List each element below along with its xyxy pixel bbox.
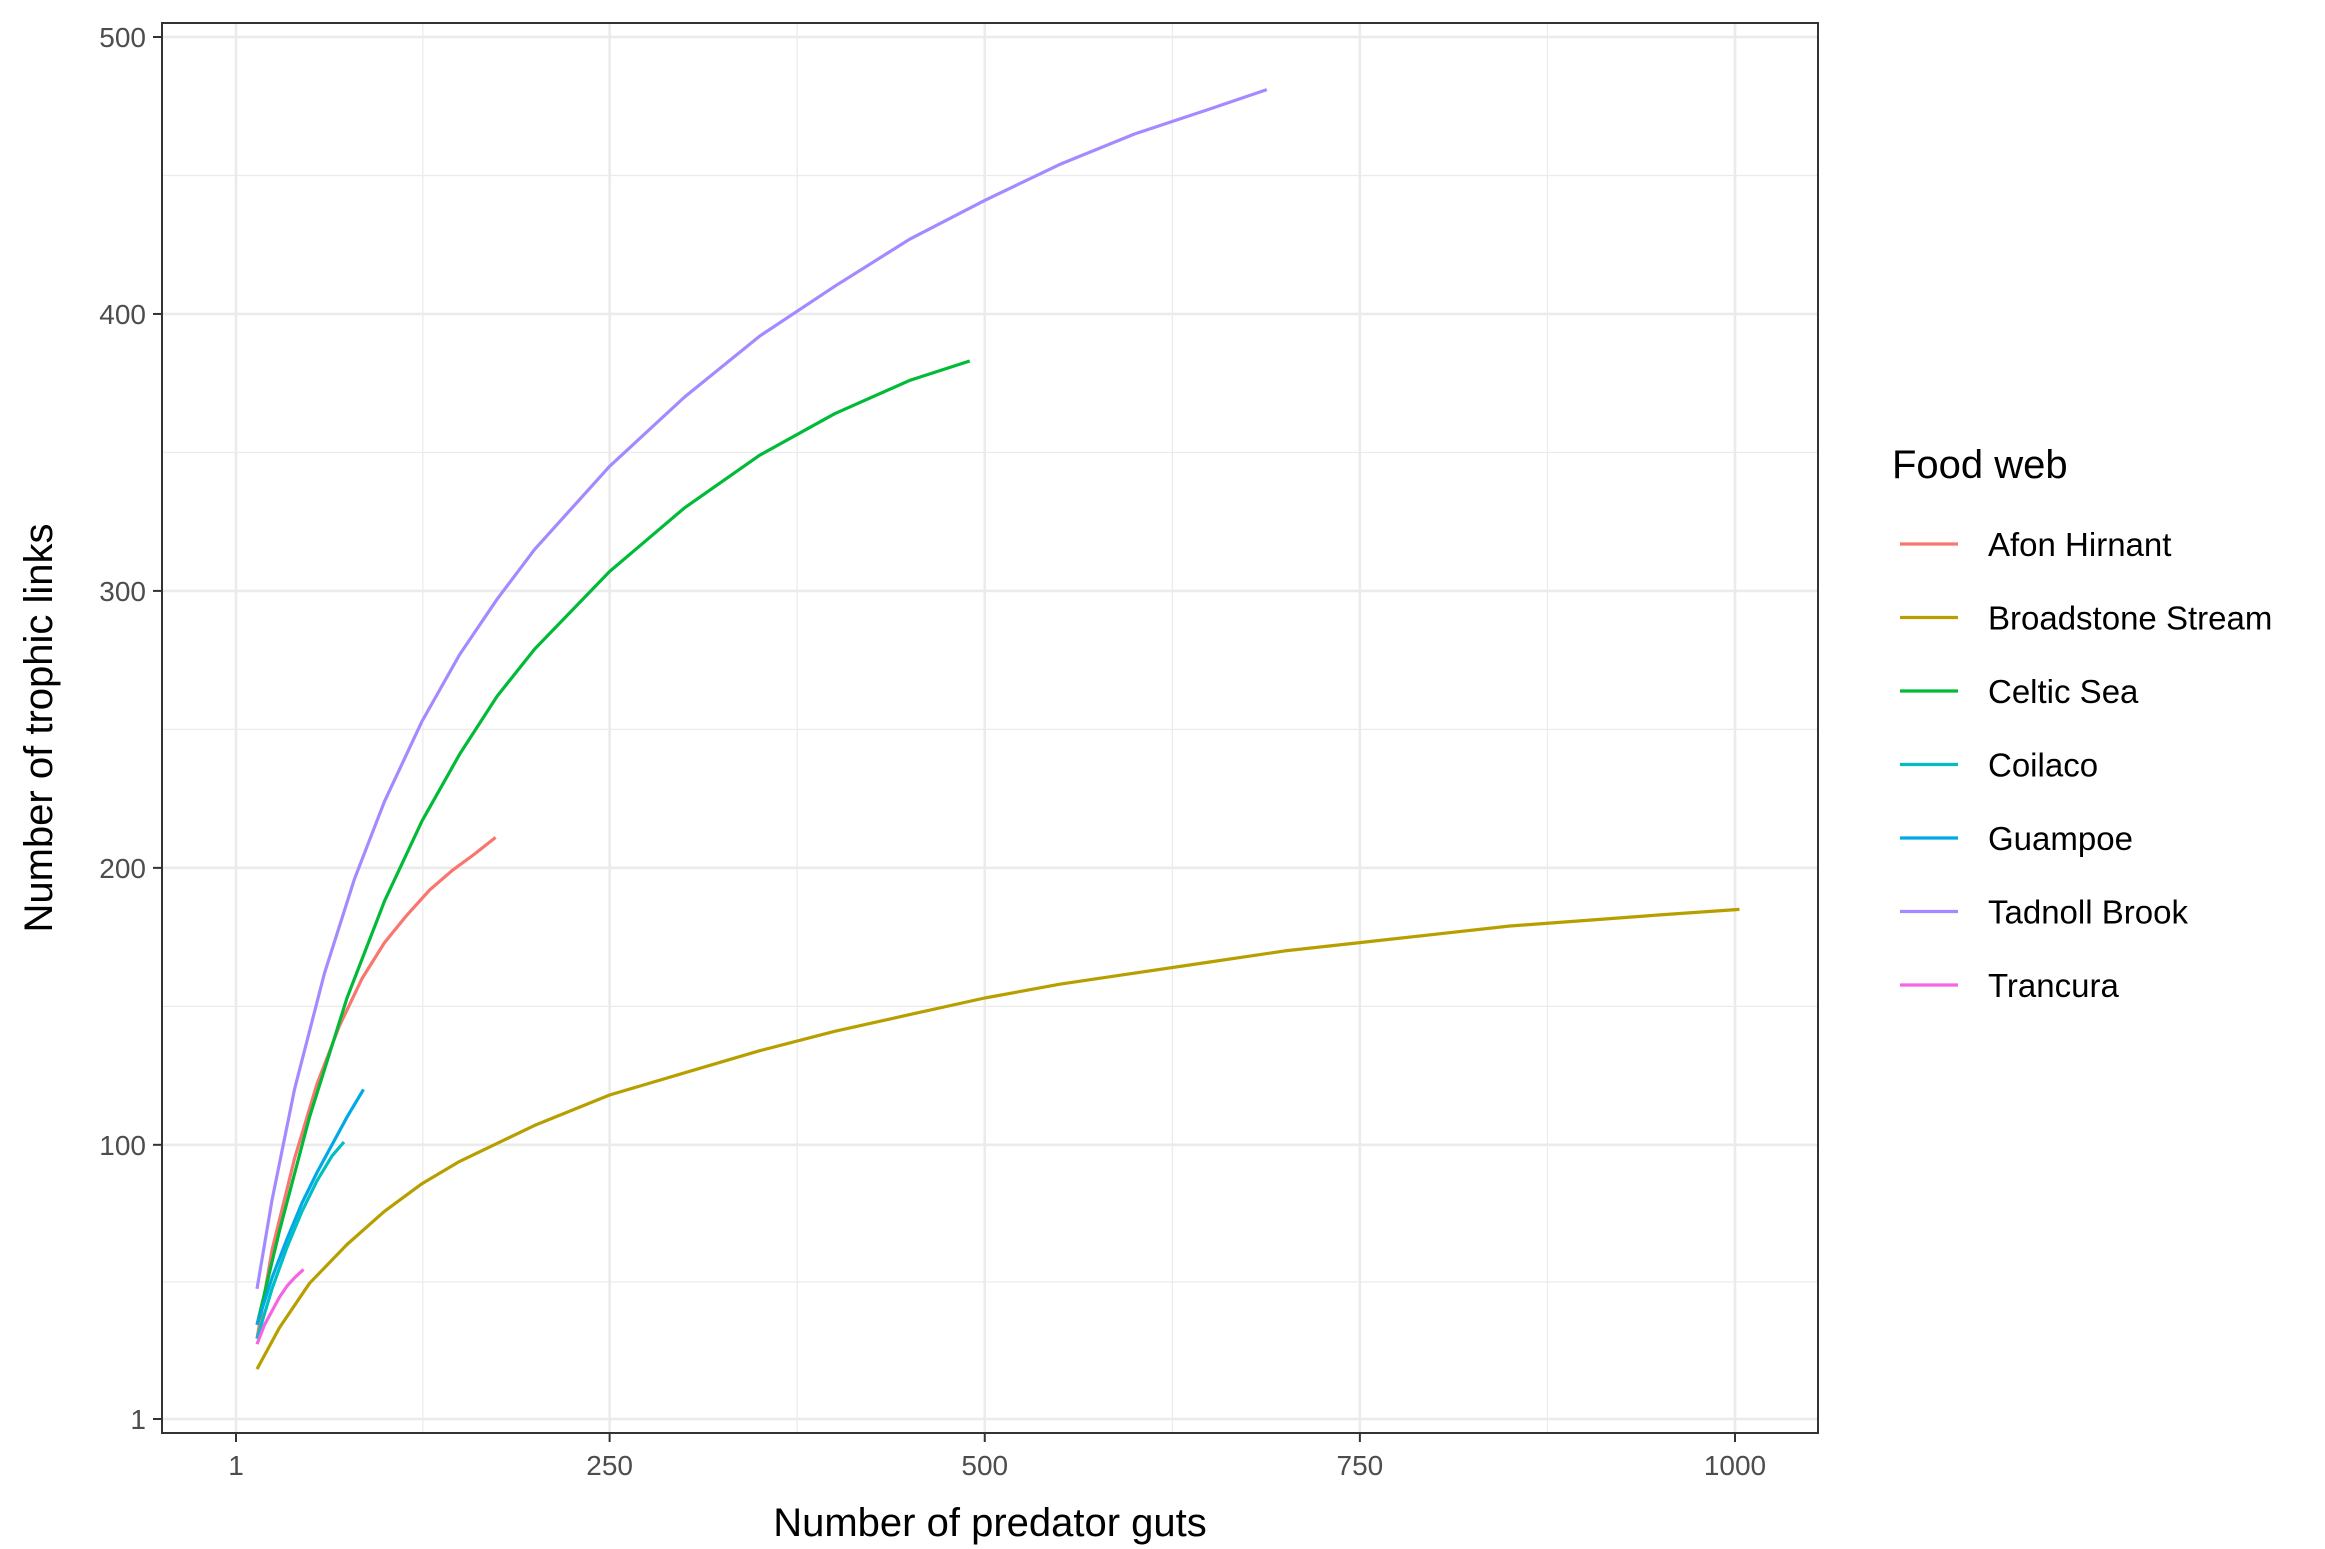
x-tick-label: 500: [961, 1450, 1008, 1481]
plot-panel-border: [161, 22, 1819, 1434]
x-tick-label: 750: [1337, 1450, 1384, 1481]
legend-label-afon-hirnant: Afon Hirnant: [1988, 526, 2171, 563]
x-tick-label: 1: [228, 1450, 244, 1481]
y-tick-label: 300: [99, 576, 146, 607]
y-tick-label: 200: [99, 853, 146, 884]
y-tick-label: 1: [130, 1404, 146, 1435]
legend-title: Food web: [1892, 443, 2068, 487]
series-line-tadnoll-brook: [255, 88, 1268, 1290]
y-tick-label: 100: [99, 1130, 146, 1161]
legend-label-celtic-sea: Celtic Sea: [1988, 673, 2139, 710]
x-axis: 1 250 500 750 1000: [228, 1433, 1766, 1481]
series-line-celtic-sea: [255, 359, 971, 1326]
series-layer: [255, 88, 1740, 1370]
series-line-broadstone-stream: [255, 907, 1740, 1370]
y-tick-label: 400: [99, 299, 146, 330]
series-line-trancura: [255, 1268, 305, 1345]
x-tick-label: 250: [586, 1450, 633, 1481]
series-line-coilaco: [255, 1140, 346, 1340]
legend-label-trancura: Trancura: [1988, 967, 2119, 1004]
legend-label-tadnoll-brook: Tadnoll Brook: [1988, 894, 2188, 931]
x-axis-title: Number of predator guts: [773, 1501, 1207, 1545]
plot-panel-background: [162, 23, 1818, 1433]
series-line-afon-hirnant: [255, 836, 497, 1339]
grid-minor: [162, 23, 1818, 1433]
plot-area: [161, 22, 1819, 1434]
legend-items: Afon Hirnant Broadstone Stream Celtic Sea C…: [1900, 526, 2272, 1004]
series-line-guampoe: [255, 1088, 365, 1326]
legend-label-broadstone-stream: Broadstone Stream: [1988, 600, 2272, 637]
legend: Food web Afon Hirnant Broadstone Stream Ce…: [1892, 443, 2272, 1004]
grid-major: [162, 23, 1818, 1433]
legend-label-coilaco: Coilaco: [1988, 747, 2098, 784]
y-axis-title: Number of trophic links: [17, 523, 61, 932]
y-axis: 1 100 200 300 400 500: [99, 22, 162, 1435]
y-tick-label: 500: [99, 22, 146, 53]
legend-label-guampoe: Guampoe: [1988, 820, 2133, 857]
x-tick-label: 1000: [1704, 1450, 1766, 1481]
